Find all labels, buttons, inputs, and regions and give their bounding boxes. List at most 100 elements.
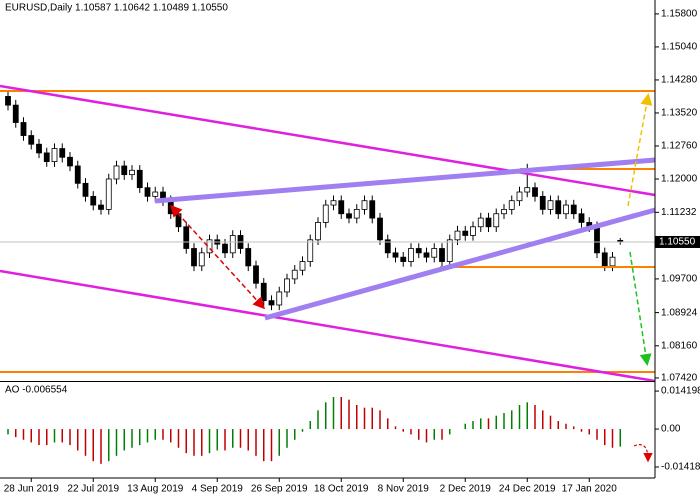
candle-body bbox=[470, 226, 476, 236]
candle-body bbox=[423, 252, 430, 258]
x-tick-label: 26 Sep 2019 bbox=[251, 484, 308, 495]
candle-body bbox=[222, 243, 228, 254]
y-tick-label: 1.08160 bbox=[661, 340, 698, 351]
candle-body bbox=[12, 104, 19, 123]
candle-body bbox=[67, 156, 73, 167]
measure-arrow bbox=[169, 204, 266, 310]
candle-body bbox=[578, 213, 585, 223]
candle-body bbox=[43, 152, 50, 163]
y-tick-label: 1.08924 bbox=[661, 307, 698, 318]
bear-arrow bbox=[629, 251, 652, 366]
candle-body bbox=[253, 265, 259, 284]
y-tick-label: 0.00 bbox=[661, 424, 681, 435]
y-tick-label: 1.12760 bbox=[661, 141, 698, 152]
candle-body bbox=[245, 248, 252, 267]
candle-body bbox=[493, 213, 500, 228]
candle-body bbox=[532, 187, 538, 197]
candle-body bbox=[74, 165, 81, 184]
candle-body bbox=[369, 200, 376, 219]
candle-body bbox=[446, 239, 453, 262]
candle-body bbox=[82, 182, 89, 197]
y-tick-label: -0.014188 bbox=[661, 462, 700, 473]
x-tick-label: 17 Jan 2020 bbox=[562, 484, 617, 495]
candle-body bbox=[361, 200, 368, 210]
y-tick-label: 1.13520 bbox=[661, 108, 698, 119]
candle-body bbox=[59, 148, 66, 158]
candle-body bbox=[105, 178, 112, 210]
candle-body bbox=[439, 248, 445, 262]
ao-arrow bbox=[633, 444, 653, 463]
candle-body bbox=[229, 235, 236, 254]
candle-body bbox=[260, 282, 267, 302]
y-tick-label: 1.14280 bbox=[661, 75, 698, 86]
x-tick-label: 28 Jun 2019 bbox=[4, 484, 59, 495]
candle-body bbox=[90, 195, 97, 206]
candle-body bbox=[524, 187, 531, 193]
x-tick-label: 22 Jul 2019 bbox=[67, 484, 119, 495]
y-tick-label: 0.014198 bbox=[661, 386, 700, 397]
candle-body bbox=[477, 217, 484, 228]
candle-body bbox=[563, 204, 569, 215]
candle-body bbox=[501, 208, 507, 215]
candle-body bbox=[431, 248, 438, 258]
candle-body bbox=[353, 208, 360, 219]
candle-body bbox=[284, 278, 290, 293]
candle-body bbox=[539, 195, 546, 210]
candle-body bbox=[152, 191, 159, 197]
y-tick-label: 1.15800 bbox=[661, 9, 698, 20]
candle-body bbox=[291, 269, 298, 280]
y-tick-label: 1.07420 bbox=[661, 373, 698, 384]
x-tick-label: 2 Dec 2019 bbox=[440, 484, 492, 495]
candle-body bbox=[454, 230, 461, 241]
candle-body bbox=[198, 252, 205, 267]
candle-body bbox=[516, 191, 523, 202]
candle-body bbox=[392, 252, 399, 258]
y-tick-label: 1.09700 bbox=[661, 274, 698, 285]
candle-body bbox=[51, 148, 58, 163]
channel-line bbox=[0, 269, 656, 383]
x-tick-label: 18 Oct 2019 bbox=[314, 484, 369, 495]
candle-body bbox=[570, 204, 577, 215]
candle-body bbox=[183, 226, 190, 249]
candle-body bbox=[609, 256, 616, 267]
candle-body bbox=[268, 300, 275, 306]
last-price-label: 1.10550 bbox=[659, 237, 696, 248]
candle-body bbox=[384, 239, 391, 254]
candle-body bbox=[129, 169, 135, 176]
candle-body bbox=[346, 213, 352, 219]
y-tick-label: 1.11232 bbox=[661, 207, 697, 218]
chart-title: EURUSD,Daily 1.10587 1.10642 1.10489 1.1… bbox=[5, 3, 228, 14]
candle-body bbox=[547, 200, 554, 210]
candle-body bbox=[338, 200, 345, 215]
candle-body bbox=[276, 291, 283, 306]
candle-body bbox=[144, 187, 151, 197]
candle-body bbox=[113, 165, 120, 180]
y-tick-label: 1.15040 bbox=[661, 42, 698, 53]
last-price-box bbox=[655, 235, 700, 248]
candle-body bbox=[315, 222, 321, 241]
candle-body bbox=[555, 200, 562, 215]
candle-body bbox=[20, 122, 27, 136]
candle-body bbox=[5, 96, 11, 106]
bull-arrow bbox=[627, 93, 653, 207]
candle-body bbox=[330, 200, 337, 206]
x-tick-label: 13 Aug 2019 bbox=[127, 484, 184, 495]
channel-line bbox=[0, 84, 656, 197]
candle-body bbox=[485, 217, 492, 228]
candle-body bbox=[594, 226, 600, 254]
candle-body bbox=[307, 239, 314, 262]
x-tick-label: 24 Dec 2019 bbox=[499, 484, 556, 495]
candle-body bbox=[377, 217, 383, 241]
wedge-line bbox=[264, 207, 656, 321]
drawings bbox=[0, 84, 656, 463]
x-tick-label: 8 Nov 2019 bbox=[378, 484, 430, 495]
candle-body bbox=[408, 248, 414, 262]
indicator-title: AO -0.006554 bbox=[5, 385, 68, 396]
candle-body bbox=[191, 248, 197, 267]
wedge-line bbox=[154, 157, 656, 204]
candle-body bbox=[121, 165, 128, 176]
candle-body bbox=[299, 261, 306, 271]
